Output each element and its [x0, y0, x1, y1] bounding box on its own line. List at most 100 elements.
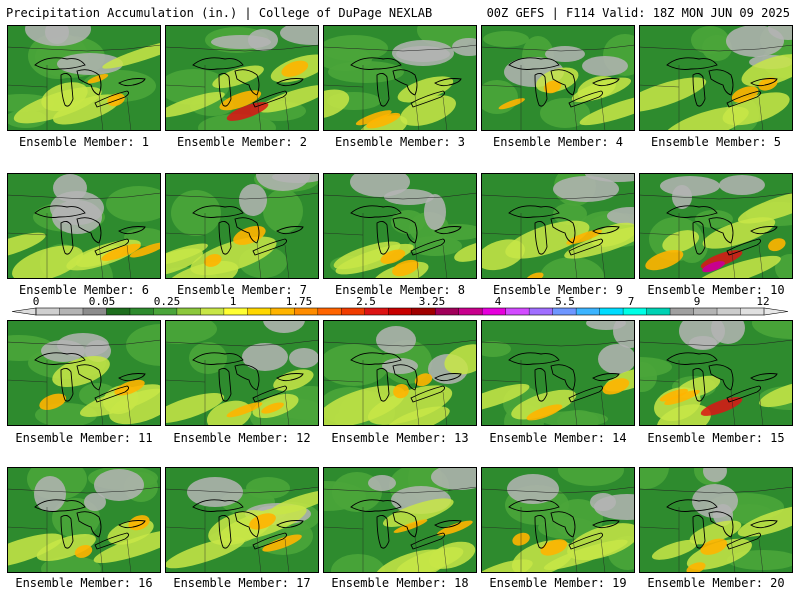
ensemble-member-label: Ensemble Member: 15: [647, 431, 785, 445]
precip-map-image: [481, 25, 635, 131]
colorbar-swatch: [176, 308, 201, 315]
figure-title: Precipitation Accumulation (in.) | Colle…: [6, 6, 433, 20]
colorbar-tick-label: 0.25: [153, 295, 181, 308]
precip-map-image: [7, 25, 161, 131]
ensemble-member-panel: [165, 467, 319, 573]
colorbar-swatch: [247, 308, 272, 315]
colorbar-swatch: [552, 308, 577, 315]
colorbar-tick-label: 5.5: [555, 295, 575, 308]
colorbar-swatch: [693, 308, 718, 315]
colorbar-swatch: [270, 308, 295, 315]
colorbar-swatch: [106, 308, 131, 315]
ensemble-member-label: Ensemble Member: 13: [331, 431, 469, 445]
precip-map-image: [7, 467, 161, 573]
colorbar-tick-label: 1: [229, 295, 237, 308]
precip-map-image: [323, 25, 477, 131]
ensemble-member-panel: [7, 173, 161, 279]
colorbar-swatch: [599, 308, 624, 315]
ensemble-member-panel: [323, 320, 477, 426]
ensemble-member-label: Ensemble Member: 10: [647, 283, 785, 297]
ensemble-member-label: Ensemble Member: 8: [334, 283, 466, 297]
colorbar-swatch: [740, 308, 765, 315]
ensemble-member-panel: [639, 25, 793, 131]
colorbar-tick-label: 0.05: [88, 295, 116, 308]
ensemble-member-label: Ensemble Member: 5: [650, 135, 782, 149]
run-valid-time: 00Z GEFS | F114 Valid: 18Z MON JUN 09 20…: [486, 6, 790, 20]
ensemble-member-panel: [639, 173, 793, 279]
colorbar-right-arrow: [763, 307, 789, 316]
ensemble-member-panel: [323, 467, 477, 573]
ensemble-member-panel: [7, 467, 161, 573]
ensemble-member-panel: [7, 320, 161, 426]
colorbar-swatch: [223, 308, 248, 315]
precip-map-image: [165, 25, 319, 131]
ensemble-member-panel: [639, 467, 793, 573]
colorbar-swatch: [646, 308, 671, 315]
ensemble-member-label: Ensemble Member: 3: [334, 135, 466, 149]
ensemble-member-panel: [165, 320, 319, 426]
colorbar-tick-label: 3.25: [418, 295, 446, 308]
precip-map-image: [481, 467, 635, 573]
ensemble-member-label: Ensemble Member: 18: [331, 576, 469, 590]
precip-map-image: [481, 320, 635, 426]
precip-map-image: [323, 173, 477, 279]
colorbar-left-arrow: [11, 307, 37, 316]
colorbar-swatch: [717, 308, 741, 315]
colorbar-swatch: [153, 308, 178, 315]
ensemble-member-label: Ensemble Member: 6: [18, 283, 150, 297]
colorbar-swatch: [82, 308, 107, 315]
ensemble-member-label: Ensemble Member: 7: [176, 283, 308, 297]
colorbar-swatch: [388, 308, 413, 315]
colorbar-swatch: [200, 308, 225, 315]
ensemble-member-panel: [481, 467, 635, 573]
colorbar-swatch: [505, 308, 530, 315]
colorbar-swatch: [670, 308, 694, 315]
colorbar-swatch: [435, 308, 460, 315]
colorbar-tick-label: 7: [627, 295, 635, 308]
colorbar-swatch: [129, 308, 154, 315]
ensemble-member-panel: [481, 320, 635, 426]
ensemble-member-label: Ensemble Member: 20: [647, 576, 785, 590]
colorbar-swatch: [341, 308, 366, 315]
colorbar-swatch: [364, 308, 389, 315]
ensemble-member-label: Ensemble Member: 19: [489, 576, 627, 590]
precip-map-image: [165, 467, 319, 573]
colorbar-swatch: [482, 308, 507, 315]
ensemble-member-label: Ensemble Member: 9: [492, 283, 624, 297]
ensemble-member-label: Ensemble Member: 14: [489, 431, 627, 445]
ensemble-member-label: Ensemble Member: 16: [15, 576, 153, 590]
colorbar-swatch: [317, 308, 342, 315]
precip-map-image: [7, 173, 161, 279]
ensemble-member-label: Ensemble Member: 2: [176, 135, 308, 149]
ensemble-member-panel: [639, 320, 793, 426]
colorbar-swatch: [529, 308, 554, 315]
precip-map-image: [165, 320, 319, 426]
colorbar-tick-label: 2.5: [356, 295, 376, 308]
colorbar-swatch: [294, 308, 319, 315]
colorbar-swatch: [36, 308, 60, 315]
colorbar-swatch: [411, 308, 436, 315]
ensemble-member-panel: [165, 25, 319, 131]
precip-map-image: [7, 320, 161, 426]
colorbar-swatch: [59, 308, 84, 315]
colorbar-tick-label: 1.75: [285, 295, 313, 308]
ensemble-member-panel: [165, 173, 319, 279]
precip-map-image: [323, 320, 477, 426]
color-legend-bar: [0, 295, 800, 319]
colorbar-tick-label: 12: [756, 295, 770, 308]
precip-map-image: [639, 25, 793, 131]
ensemble-member-panel: [323, 25, 477, 131]
ensemble-member-label: Ensemble Member: 1: [18, 135, 150, 149]
ensemble-member-panel: [481, 25, 635, 131]
colorbar-swatch: [458, 308, 483, 315]
ensemble-member-panel: [323, 173, 477, 279]
ensemble-member-label: Ensemble Member: 4: [492, 135, 624, 149]
colorbar-tick-label: 9: [693, 295, 701, 308]
precip-map-image: [323, 467, 477, 573]
colorbar-tick-label: 0: [32, 295, 40, 308]
colorbar-tick-label: 4: [494, 295, 502, 308]
precip-map-image: [639, 173, 793, 279]
precip-map-image: [481, 173, 635, 279]
precip-map-image: [165, 173, 319, 279]
